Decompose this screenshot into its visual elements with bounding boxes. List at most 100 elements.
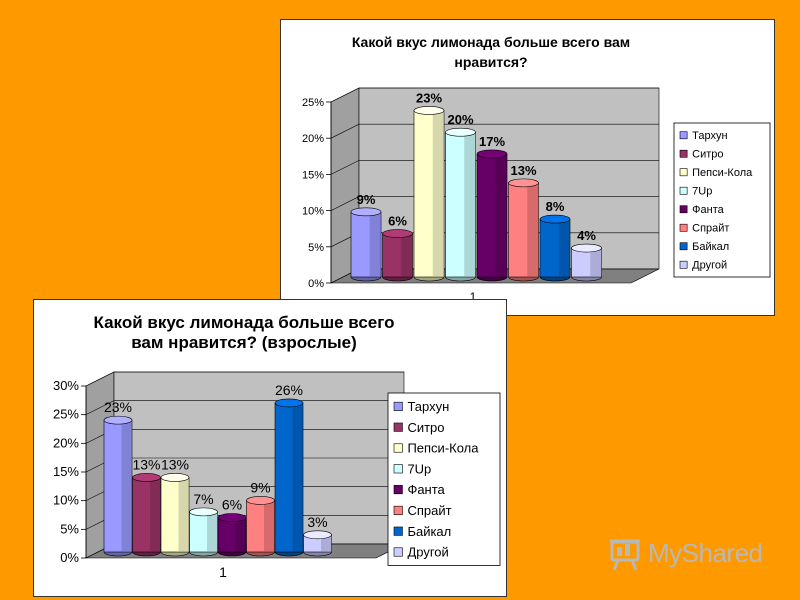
bar-top	[217, 513, 247, 522]
legend-swatch	[393, 401, 403, 411]
legend-label: Ситро	[407, 420, 444, 435]
chart-1-gridline	[330, 196, 659, 211]
chart-2-y-tick-label: 25%	[53, 407, 79, 422]
bar-top	[413, 106, 445, 115]
chart-1-y-tick-label: 10%	[302, 206, 324, 218]
bar-top	[160, 473, 190, 482]
bar-top	[382, 229, 413, 238]
legend-swatch	[679, 260, 688, 269]
data-label: 17%	[479, 134, 505, 149]
bar-shadow	[150, 477, 161, 552]
chart-2-gridline	[85, 371, 404, 387]
chart-2-legend	[387, 392, 501, 566]
bar	[246, 500, 275, 553]
legend-label: 7Up	[692, 186, 712, 198]
data-label: 9%	[250, 479, 270, 495]
bar-shadow	[235, 517, 246, 552]
bar	[508, 182, 539, 278]
chart-1-gridline	[330, 160, 659, 175]
legend-label: Байкал	[692, 241, 729, 253]
bar-shadow	[207, 511, 218, 552]
bar-shadow	[178, 477, 189, 552]
data-label: 13%	[161, 456, 189, 472]
legend-swatch	[679, 186, 688, 195]
bar	[571, 247, 602, 278]
bar	[132, 477, 161, 553]
data-label: 4%	[577, 228, 596, 243]
watermark-text: MyShared	[648, 538, 763, 568]
bar-shadow	[292, 402, 303, 552]
bar	[189, 511, 218, 553]
bar-shadow	[495, 153, 507, 277]
legend-swatch	[679, 205, 688, 214]
legend-swatch	[679, 223, 688, 232]
legend-label: Спрайт	[407, 503, 451, 518]
bar-shadow	[121, 420, 132, 552]
bar	[350, 211, 382, 278]
bar-shadow	[464, 132, 476, 277]
legend-label: 7Up	[407, 461, 431, 476]
data-label: 9%	[357, 192, 376, 207]
bar-top	[132, 473, 161, 482]
bar-top	[274, 398, 304, 408]
bar-top	[246, 496, 275, 505]
presentation-board-icon	[610, 539, 640, 571]
bar-top	[508, 178, 539, 188]
data-label: 7%	[193, 491, 213, 507]
bar	[476, 153, 508, 278]
legend-label: Спрайт	[692, 223, 729, 235]
data-label: 6%	[222, 497, 242, 513]
chart-1-gridline	[330, 123, 659, 139]
chart-2-y-tick-label: 15%	[53, 464, 79, 479]
chart-2-gridline	[85, 400, 404, 415]
data-label: 3%	[307, 514, 327, 530]
legend-label: Пепси-Кола	[692, 167, 753, 179]
data-label: 23%	[416, 90, 442, 105]
bar	[382, 233, 413, 278]
bar-top	[303, 530, 332, 540]
legend-swatch	[679, 149, 688, 158]
legend-label: Байкал	[407, 524, 451, 539]
legend-label: Другой	[407, 545, 448, 560]
legend-swatch	[393, 547, 403, 557]
bar-top	[189, 507, 218, 517]
bar	[539, 218, 571, 278]
legend-swatch	[393, 485, 403, 495]
chart-1-title-line: Какой вкус лимонада больше всего вам	[352, 34, 630, 50]
chart-2: Какой вкус лимонада больше всего вам нрав…	[33, 299, 507, 597]
chart-2-y-tick-label: 30%	[53, 378, 79, 393]
chart-1: Какой вкус лимонада больше всего вам нрав…	[280, 19, 775, 316]
legend-label: Тархун	[407, 399, 449, 414]
data-label: 13%	[510, 163, 536, 178]
bar	[103, 419, 133, 553]
data-label: 13%	[132, 456, 160, 472]
bar-top	[571, 243, 602, 253]
legend-swatch	[393, 526, 403, 536]
bar	[445, 131, 476, 278]
watermark: MyShared	[606, 536, 766, 572]
bar	[160, 477, 190, 553]
chart-1-y-tick-label: 15%	[302, 169, 324, 181]
chart-2-title-line: Какой вкус лимонада больше всего	[94, 313, 395, 332]
legend-swatch	[679, 242, 688, 251]
bar	[413, 110, 445, 278]
chart-2-y-tick-label: 0%	[60, 550, 79, 565]
bar-top	[350, 207, 382, 217]
bar-shadow	[432, 110, 444, 277]
bar-shadow	[527, 182, 539, 277]
bar-shadow	[264, 500, 275, 552]
data-label: 20%	[447, 112, 473, 127]
chart-1-y-tick-label: 25%	[302, 97, 324, 109]
bar-top	[539, 214, 571, 224]
chart-1-y-tick-label: 20%	[302, 133, 324, 145]
chart-2-x-category-label: 1	[219, 564, 227, 580]
chart-2-y-tick-label: 20%	[53, 435, 79, 450]
chart-1-x-category-label: 1	[470, 290, 477, 304]
bar-shadow	[590, 248, 602, 277]
bar-shadow	[558, 219, 570, 277]
legend-swatch	[393, 443, 403, 453]
legend-label: Ситро	[692, 149, 723, 161]
chart-1-title-line: нравится?	[454, 54, 527, 70]
data-label: 6%	[388, 214, 407, 229]
